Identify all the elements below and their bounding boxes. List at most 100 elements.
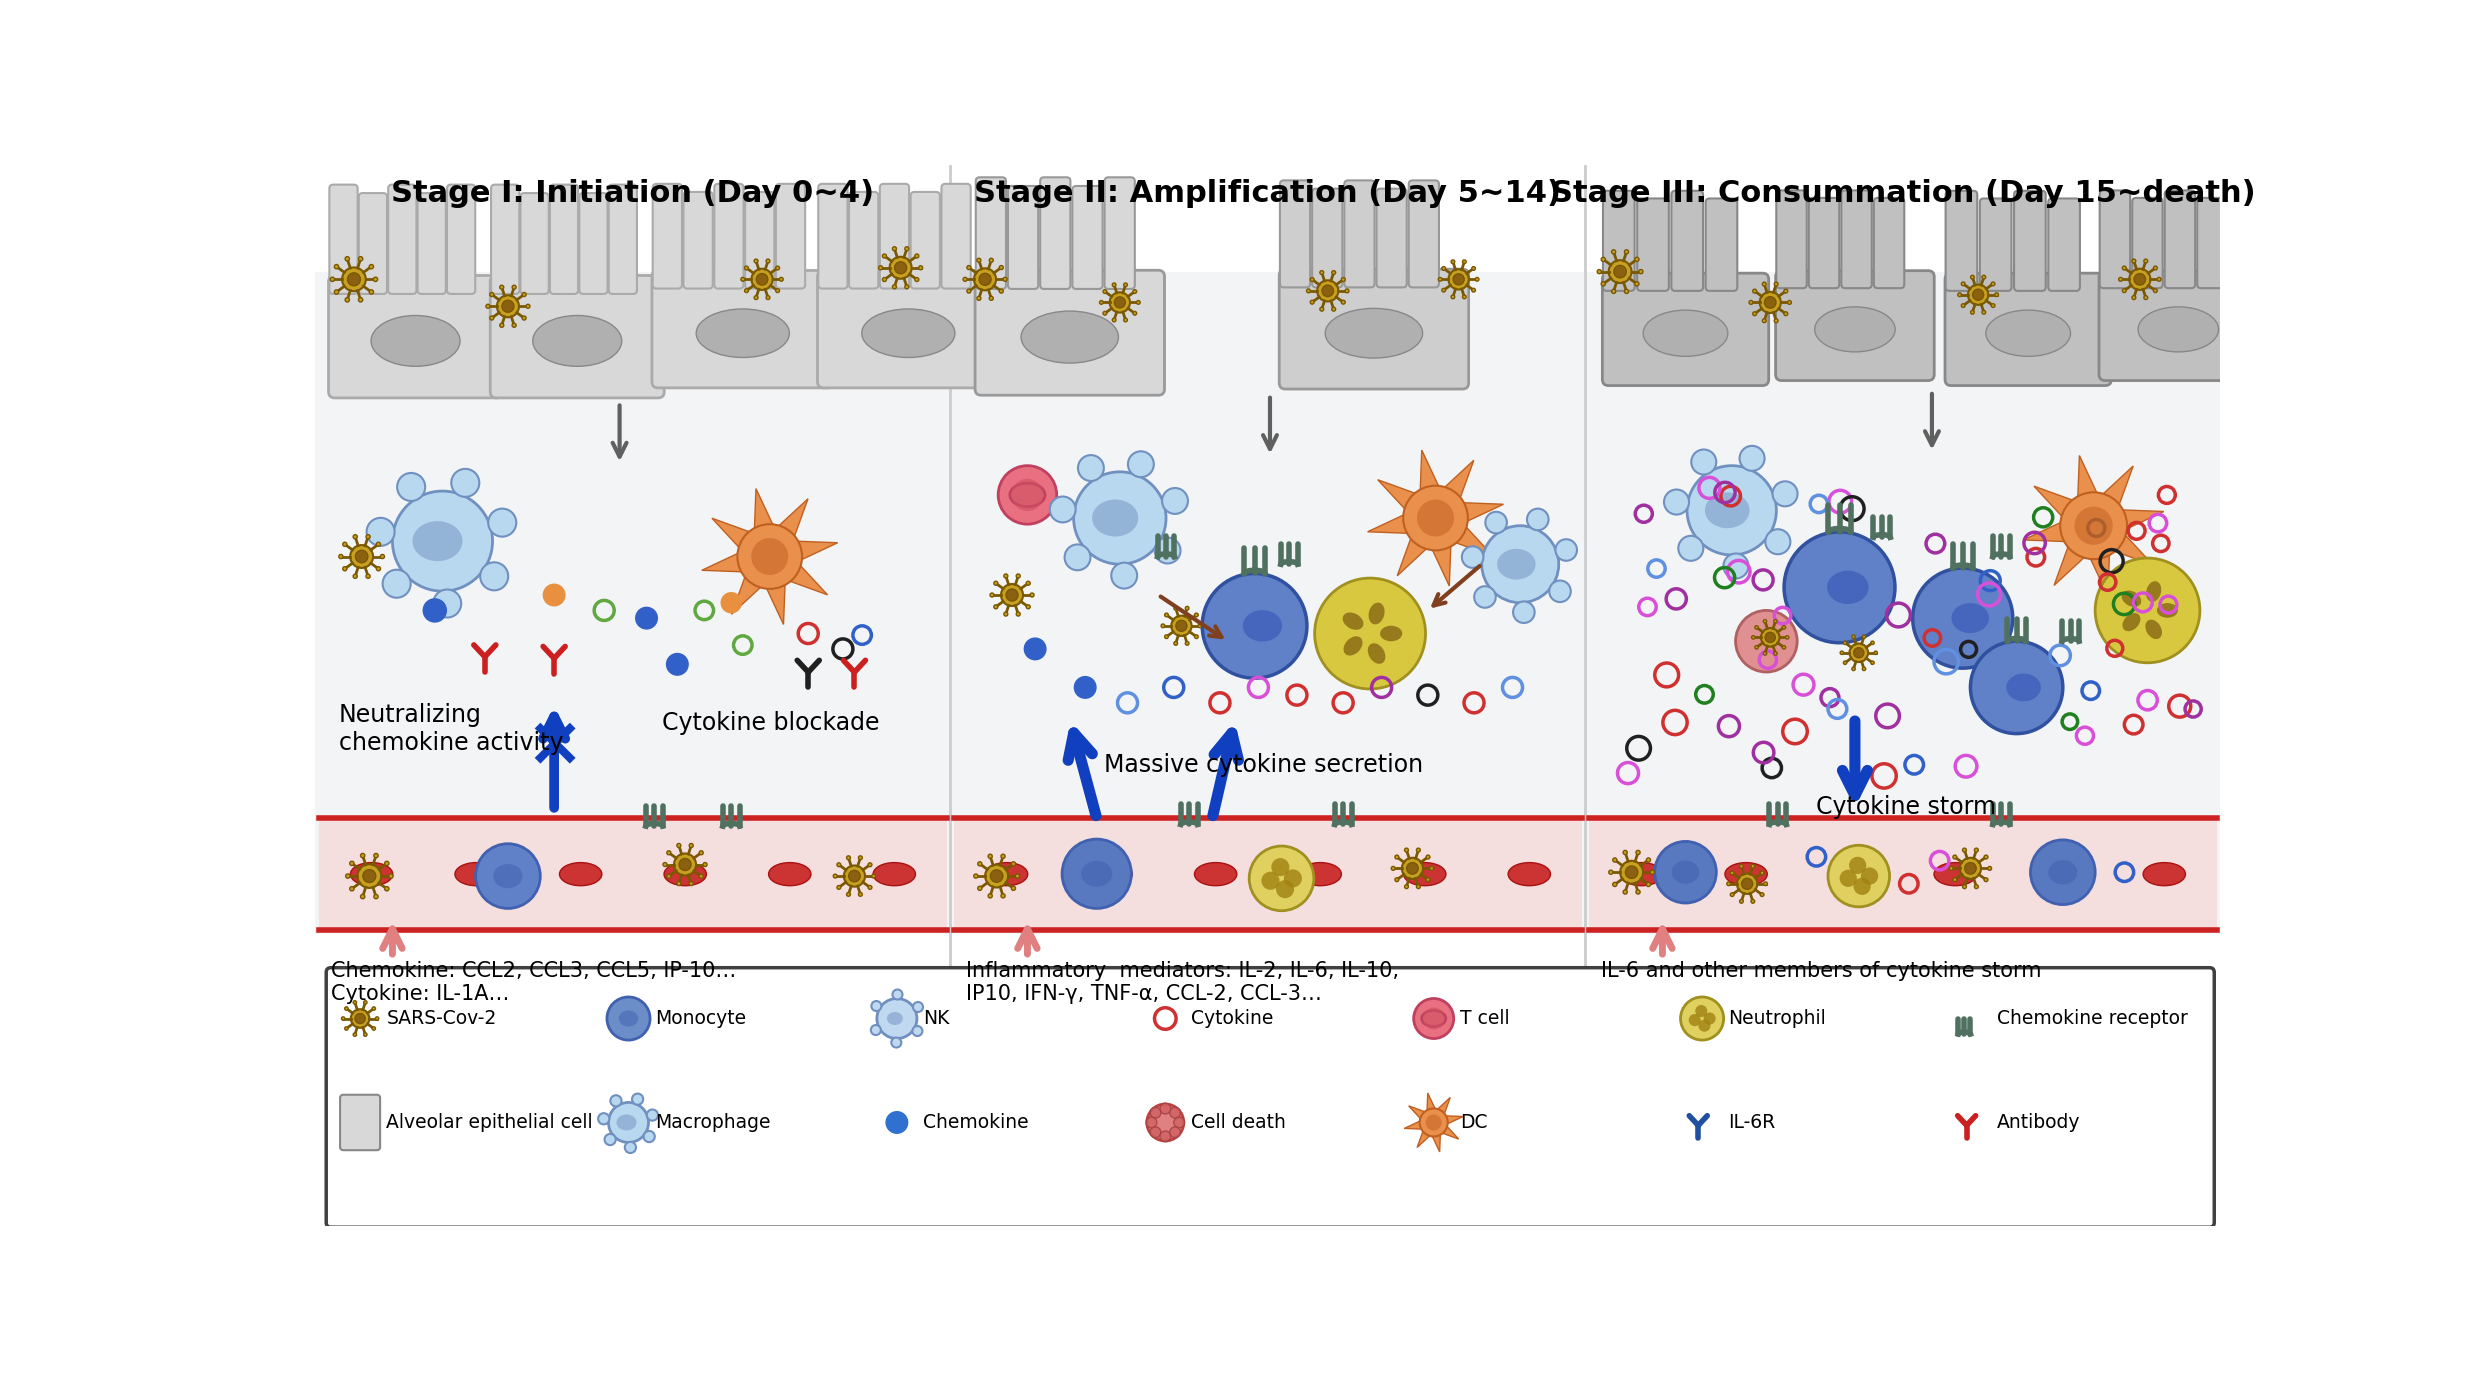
FancyBboxPatch shape <box>2048 198 2081 291</box>
FancyBboxPatch shape <box>2197 198 2227 288</box>
Circle shape <box>893 247 896 251</box>
Ellipse shape <box>2145 582 2162 602</box>
Circle shape <box>1650 870 1655 874</box>
FancyBboxPatch shape <box>1841 190 1873 288</box>
Circle shape <box>1017 612 1019 616</box>
Circle shape <box>1692 449 1717 474</box>
Circle shape <box>381 554 383 558</box>
Ellipse shape <box>371 316 460 367</box>
FancyBboxPatch shape <box>1945 273 2110 386</box>
Circle shape <box>752 269 772 289</box>
Circle shape <box>1952 856 1957 858</box>
Circle shape <box>2130 269 2150 289</box>
Circle shape <box>544 584 564 606</box>
FancyBboxPatch shape <box>975 270 1165 395</box>
Circle shape <box>354 1000 356 1005</box>
FancyBboxPatch shape <box>2014 190 2046 291</box>
Circle shape <box>490 316 495 320</box>
FancyBboxPatch shape <box>339 1094 381 1151</box>
Circle shape <box>1982 276 1987 278</box>
FancyBboxPatch shape <box>1672 190 1702 291</box>
Circle shape <box>1848 857 1865 874</box>
Circle shape <box>995 582 997 586</box>
FancyBboxPatch shape <box>910 192 940 288</box>
FancyBboxPatch shape <box>653 183 683 288</box>
Ellipse shape <box>1326 309 1423 358</box>
Circle shape <box>1957 294 1962 296</box>
Circle shape <box>366 535 371 539</box>
Circle shape <box>1724 554 1749 579</box>
Text: Cell death: Cell death <box>1192 1113 1286 1131</box>
Circle shape <box>1403 857 1423 879</box>
Circle shape <box>1173 606 1178 610</box>
Circle shape <box>1962 885 1967 889</box>
Text: Cytokine storm: Cytokine storm <box>1816 795 1997 819</box>
Circle shape <box>1786 635 1789 639</box>
Ellipse shape <box>1091 863 1133 886</box>
FancyBboxPatch shape <box>1103 178 1136 289</box>
Text: Cytokine: Cytokine <box>1192 1009 1274 1028</box>
Circle shape <box>1462 546 1484 568</box>
Circle shape <box>364 870 376 882</box>
Circle shape <box>868 886 871 889</box>
Circle shape <box>1969 641 2063 733</box>
Circle shape <box>475 843 539 908</box>
Circle shape <box>871 1025 881 1035</box>
Circle shape <box>356 864 381 887</box>
Circle shape <box>1680 996 1724 1040</box>
Ellipse shape <box>413 521 463 561</box>
Circle shape <box>1611 249 1616 254</box>
FancyBboxPatch shape <box>1776 270 1935 380</box>
Circle shape <box>1262 872 1279 890</box>
Circle shape <box>1133 289 1136 294</box>
Ellipse shape <box>1724 863 1766 886</box>
Circle shape <box>383 886 388 892</box>
Circle shape <box>967 289 970 294</box>
Circle shape <box>1314 579 1425 689</box>
Circle shape <box>1049 496 1076 522</box>
Circle shape <box>1284 870 1301 887</box>
Circle shape <box>2061 492 2128 559</box>
Circle shape <box>1341 277 1346 281</box>
Circle shape <box>836 886 841 889</box>
Circle shape <box>1170 1127 1180 1138</box>
FancyBboxPatch shape <box>943 183 970 288</box>
FancyBboxPatch shape <box>329 276 502 398</box>
Circle shape <box>1870 661 1875 664</box>
Circle shape <box>351 1009 369 1028</box>
Circle shape <box>891 256 910 278</box>
Ellipse shape <box>985 863 1027 886</box>
Circle shape <box>1173 1118 1185 1127</box>
Circle shape <box>1027 582 1029 586</box>
Circle shape <box>346 874 349 878</box>
Circle shape <box>678 882 680 886</box>
Circle shape <box>1425 878 1430 882</box>
Circle shape <box>349 861 354 865</box>
Circle shape <box>1113 318 1116 322</box>
Circle shape <box>1111 292 1131 313</box>
Circle shape <box>500 285 505 289</box>
Circle shape <box>1331 307 1336 311</box>
Circle shape <box>1133 311 1136 316</box>
Circle shape <box>1625 865 1638 878</box>
Circle shape <box>1841 870 1858 887</box>
Circle shape <box>599 1113 609 1124</box>
Circle shape <box>1442 266 1445 270</box>
Ellipse shape <box>1081 861 1113 887</box>
FancyBboxPatch shape <box>520 193 549 294</box>
Circle shape <box>490 292 495 296</box>
Circle shape <box>366 575 371 579</box>
Circle shape <box>1549 580 1571 602</box>
Circle shape <box>344 542 346 547</box>
Circle shape <box>1598 270 1601 274</box>
Circle shape <box>1759 871 1764 875</box>
Circle shape <box>1418 885 1420 889</box>
Ellipse shape <box>2123 613 2140 631</box>
Circle shape <box>1002 894 1004 898</box>
Circle shape <box>779 277 784 281</box>
Circle shape <box>1185 606 1190 610</box>
Circle shape <box>1007 588 1017 601</box>
Circle shape <box>1611 289 1616 294</box>
Circle shape <box>757 274 767 285</box>
FancyBboxPatch shape <box>777 183 804 288</box>
